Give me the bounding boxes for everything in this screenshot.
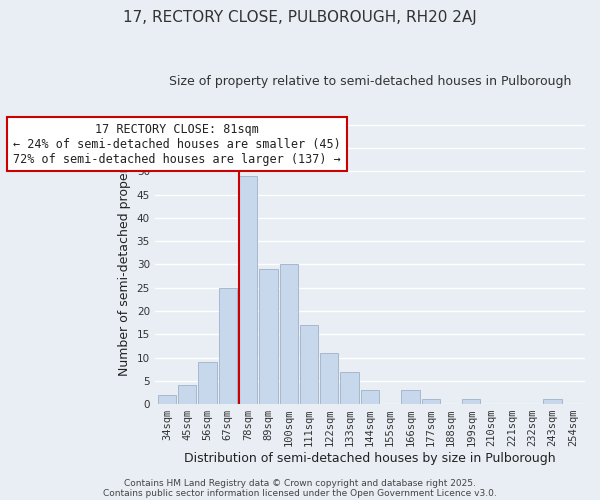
Bar [320, 353, 338, 404]
Bar [300, 325, 318, 404]
Bar [199, 362, 217, 404]
Title: Size of property relative to semi-detached houses in Pulborough: Size of property relative to semi-detach… [169, 75, 571, 88]
Bar [280, 264, 298, 404]
Bar [178, 386, 196, 404]
Bar [340, 372, 359, 404]
Text: Contains public sector information licensed under the Open Government Licence v3: Contains public sector information licen… [103, 488, 497, 498]
Bar [462, 400, 481, 404]
Bar [218, 288, 237, 404]
Text: Contains HM Land Registry data © Crown copyright and database right 2025.: Contains HM Land Registry data © Crown c… [124, 478, 476, 488]
Y-axis label: Number of semi-detached properties: Number of semi-detached properties [118, 144, 131, 376]
Bar [361, 390, 379, 404]
Bar [401, 390, 419, 404]
Bar [259, 269, 278, 404]
Text: 17, RECTORY CLOSE, PULBOROUGH, RH20 2AJ: 17, RECTORY CLOSE, PULBOROUGH, RH20 2AJ [123, 10, 477, 25]
Bar [422, 400, 440, 404]
Text: 17 RECTORY CLOSE: 81sqm
← 24% of semi-detached houses are smaller (45)
72% of se: 17 RECTORY CLOSE: 81sqm ← 24% of semi-de… [13, 122, 341, 166]
Bar [544, 400, 562, 404]
X-axis label: Distribution of semi-detached houses by size in Pulborough: Distribution of semi-detached houses by … [184, 452, 556, 465]
Bar [158, 395, 176, 404]
Bar [239, 176, 257, 404]
